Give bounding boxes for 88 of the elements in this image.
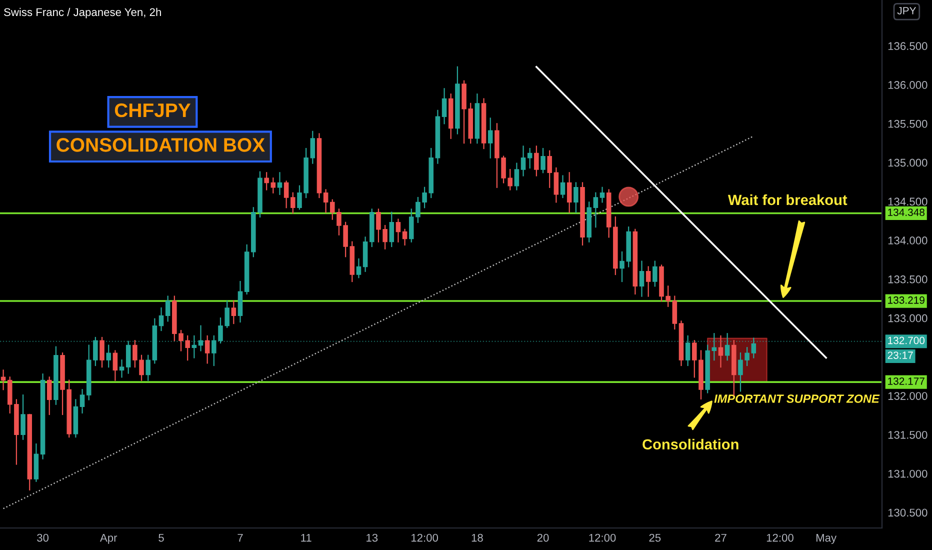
candlestick (712, 333, 717, 361)
candlestick (204, 335, 210, 364)
y-tick-label: 135.500 (888, 120, 928, 128)
candlestick (146, 354, 150, 381)
candlestick (323, 189, 328, 213)
candlestick (356, 258, 362, 278)
candlestick (264, 172, 269, 190)
candlestick (600, 186, 605, 203)
x-tick-label: 18 (472, 534, 483, 542)
candlestick (566, 172, 572, 213)
annotation: Wait for breakout (728, 194, 848, 206)
x-tick-label: 12:00 (589, 534, 616, 542)
x-tick-label: 20 (537, 534, 549, 542)
candlestick (514, 162, 520, 190)
y-tick-label: 131.000 (888, 470, 928, 478)
y-tick-label: 132.000 (888, 392, 928, 400)
x-tick-label: 25 (649, 534, 661, 542)
candlestick (80, 389, 85, 414)
candlestick (310, 130, 316, 164)
candlestick (724, 333, 730, 361)
x-tick-label: 13 (366, 534, 378, 542)
candlestick (646, 266, 651, 297)
candlestick (20, 394, 26, 440)
x-tick-label: May (816, 534, 837, 544)
candlestick (93, 336, 98, 366)
candlestick (46, 376, 52, 416)
y-tick-label: 133.500 (888, 275, 928, 284)
candlestick (520, 146, 526, 176)
candlestick (192, 335, 197, 358)
y-tick-label: 133.000 (888, 314, 928, 322)
candlestick (126, 340, 131, 374)
candlestick (198, 325, 204, 352)
x-tick-label: 30 (37, 534, 49, 542)
annotation: CONSOLIDATION BOX (56, 138, 265, 152)
ref-line-label: 134.348 (888, 208, 924, 216)
y-tick-label: 130.500 (888, 508, 928, 517)
candlestick (277, 172, 282, 195)
annotation: CHFJPY (114, 103, 191, 118)
text: JPY (897, 7, 916, 14)
candlestick (488, 118, 493, 158)
candlestick (165, 296, 170, 322)
x-tick-label: 5 (158, 534, 164, 542)
candlestick (158, 307, 164, 332)
candlestick (389, 212, 394, 248)
candlestick (402, 228, 408, 246)
candlestick (547, 150, 552, 188)
candlestick (442, 88, 447, 124)
candlestick (560, 175, 566, 198)
y-tick-label: 136.000 (888, 81, 928, 89)
candlestick (119, 359, 124, 378)
y-tick-label: 134.500 (888, 198, 928, 206)
y-tick-label: 134.000 (888, 236, 928, 244)
candlestick (639, 260, 644, 297)
annotation: IMPORTANT SUPPORT ZONE (714, 394, 880, 403)
candlestick (527, 148, 532, 169)
text: 23:17 (888, 352, 913, 359)
candlestick (270, 178, 276, 194)
candlestick (751, 338, 756, 358)
ref-line-label: 132.700 (888, 336, 925, 344)
annotation: Consolidation (642, 438, 738, 450)
x-tick-label: 12:00 (766, 534, 794, 542)
candlestick (100, 336, 104, 368)
candlestick (112, 350, 118, 381)
candlestick (106, 344, 111, 368)
text: Swiss Franc / Japanese Yen, 2h (4, 8, 161, 18)
candlestick (652, 260, 658, 287)
x-tick-label: Apr (100, 534, 118, 544)
y-tick-label: 136.500 (888, 42, 928, 50)
x-tick-label: 12:00 (411, 534, 438, 542)
ref-line-label: 132.177 (888, 377, 924, 385)
candlestick (718, 335, 724, 368)
y-tick-label: 131.500 (888, 430, 928, 439)
y-tick-label: 135.000 (888, 158, 928, 167)
x-tick-label: 27 (715, 534, 726, 542)
candlestick (593, 192, 598, 228)
candlestick (290, 192, 296, 214)
candlestick (574, 182, 578, 213)
candlestick (534, 146, 539, 176)
ref-line-label: 133.219 (888, 296, 924, 304)
x-tick-label: 11 (301, 534, 312, 542)
candlestick (685, 335, 690, 366)
candlestick (554, 167, 559, 203)
candlestick (396, 218, 401, 242)
candlestick (672, 296, 678, 330)
candlestick (284, 180, 289, 208)
candlestick (231, 300, 236, 324)
candlestick (540, 148, 546, 174)
x-tick-label: 7 (238, 534, 243, 542)
